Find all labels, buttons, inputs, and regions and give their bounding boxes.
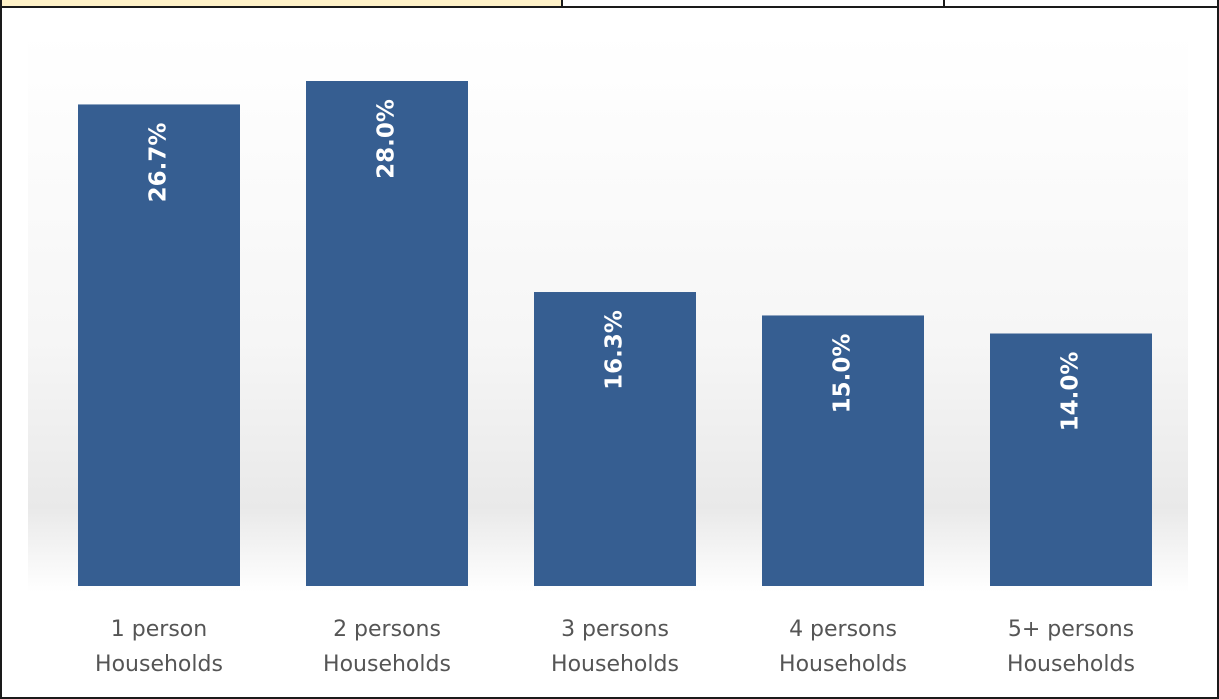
category-label-1-line-2: Households: [95, 652, 223, 677]
category-label-1-line-1: 1 person: [111, 617, 207, 642]
bar-5: [990, 333, 1152, 586]
top-cell: [563, 0, 945, 6]
category-label-4-line-1: 4 persons: [789, 617, 897, 642]
bar-value-label-4: 15.0%: [830, 334, 856, 414]
bar-4: [762, 315, 924, 586]
bar-value-label-1: 26.7%: [146, 123, 172, 203]
category-label-5-line-2: Households: [1007, 652, 1135, 677]
category-label-5-line-1: 5+ persons: [1008, 617, 1134, 642]
top-cell-highlighted: [2, 0, 563, 6]
bar-value-label-3: 16.3%: [602, 310, 628, 390]
category-label-4-line-2: Households: [779, 652, 907, 677]
bar-2: [306, 81, 468, 586]
category-label-2-line-2: Households: [323, 652, 451, 677]
bar-value-label-2: 28.0%: [374, 99, 400, 179]
category-label-3-line-1: 3 persons: [561, 617, 669, 642]
category-label-3-line-2: Households: [551, 652, 679, 677]
bar-3: [534, 292, 696, 586]
category-label-2-line-1: 2 persons: [333, 617, 441, 642]
bar-value-label-5: 14.0%: [1058, 352, 1084, 432]
top-table-strip: [0, 0, 1219, 8]
bar-1: [78, 104, 240, 587]
